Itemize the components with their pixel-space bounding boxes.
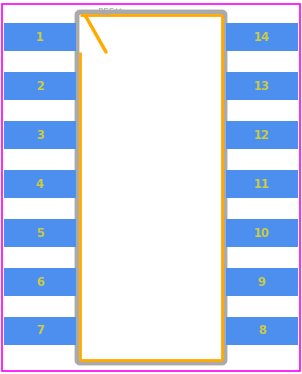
Text: 3: 3 [36, 129, 44, 141]
Text: 13: 13 [254, 80, 270, 92]
Text: 8: 8 [258, 325, 266, 337]
Text: 12: 12 [254, 129, 270, 141]
Text: 6: 6 [36, 276, 44, 288]
Text: 7: 7 [36, 325, 44, 337]
Bar [4, 219, 76, 247]
Bar [226, 72, 298, 100]
Bar [226, 170, 298, 198]
Bar [4, 170, 76, 198]
Bar [226, 219, 298, 247]
Bar [4, 121, 76, 149]
Text: 2: 2 [36, 80, 44, 92]
Text: 10: 10 [254, 227, 270, 239]
Bar [4, 23, 76, 51]
Bar [4, 72, 76, 100]
FancyBboxPatch shape [77, 12, 225, 363]
Text: 1: 1 [36, 31, 44, 43]
Bar [226, 23, 298, 51]
Text: 11: 11 [254, 178, 270, 190]
Text: REF**: REF** [97, 8, 123, 17]
Bar [226, 121, 298, 149]
Bar [226, 268, 298, 296]
Text: 14: 14 [254, 31, 270, 43]
Bar [4, 268, 76, 296]
Text: 9: 9 [258, 276, 266, 288]
Text: 4: 4 [36, 178, 44, 190]
Text: 5: 5 [36, 227, 44, 239]
Bar [226, 317, 298, 345]
Bar [4, 317, 76, 345]
